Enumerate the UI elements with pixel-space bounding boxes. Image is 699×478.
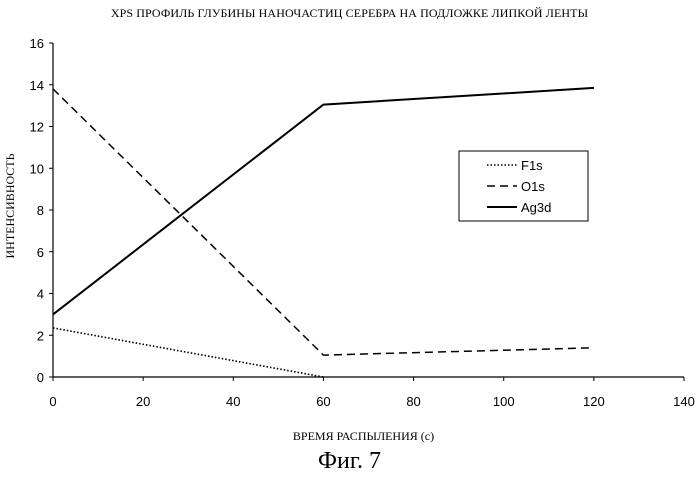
series-line-o1s bbox=[53, 89, 594, 355]
legend-label-o1s: O1s bbox=[521, 179, 545, 194]
axes bbox=[49, 43, 684, 381]
x-tick-label: 140 bbox=[673, 394, 695, 409]
x-tick-label: 120 bbox=[583, 394, 605, 409]
x-tick-label: 40 bbox=[226, 394, 240, 409]
x-tick-label: 0 bbox=[49, 394, 56, 409]
y-tick-label: 12 bbox=[30, 120, 44, 135]
series-line-f1s bbox=[53, 328, 323, 377]
y-tick-label: 2 bbox=[37, 328, 44, 343]
y-tick-label: 8 bbox=[37, 203, 44, 218]
x-axis-label: ВРЕМЯ РАСПЫЛЕНИЯ (с) bbox=[293, 429, 434, 443]
x-tick-label: 80 bbox=[406, 394, 420, 409]
x-tick-label: 60 bbox=[316, 394, 330, 409]
legend-label-ag3d: Ag3d bbox=[521, 200, 551, 215]
tick-labels: 0 2 4 6 8 10 12 14 16 0 20 40 60 80 100 120 140 bbox=[30, 36, 695, 409]
legend-label-f1s: F1s bbox=[521, 158, 543, 173]
y-tick-label: 16 bbox=[30, 36, 44, 51]
y-axis-label: ИНТЕНСИВНОСТЬ bbox=[3, 153, 17, 258]
x-tick-label: 20 bbox=[136, 394, 150, 409]
x-tick-label: 100 bbox=[493, 394, 515, 409]
y-tick-label: 10 bbox=[30, 161, 44, 176]
legend: F1s O1s Ag3d bbox=[459, 151, 588, 221]
y-tick-label: 4 bbox=[37, 287, 44, 302]
y-tick-label: 6 bbox=[37, 245, 44, 260]
y-tick-label: 14 bbox=[30, 78, 44, 93]
series-lines bbox=[53, 88, 594, 377]
y-tick-label: 0 bbox=[37, 370, 44, 385]
figure-caption: Фиг. 7 bbox=[0, 448, 699, 475]
